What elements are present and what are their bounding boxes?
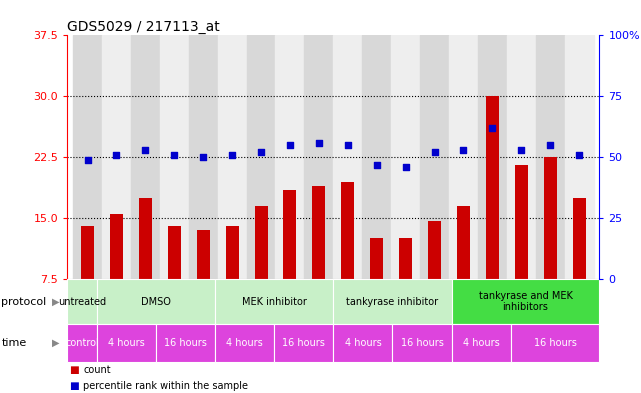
Bar <box>168 226 181 279</box>
Point <box>256 149 266 156</box>
Text: MEK inhibitor: MEK inhibitor <box>242 297 306 307</box>
Point <box>198 154 208 160</box>
Point <box>313 140 324 146</box>
Point <box>429 149 440 156</box>
Bar <box>188 35 218 279</box>
Point <box>112 152 122 158</box>
Text: GDS5029 / 217113_at: GDS5029 / 217113_at <box>67 20 220 34</box>
Text: DMSO: DMSO <box>141 297 171 307</box>
Text: ▶: ▶ <box>52 338 60 348</box>
Bar <box>507 35 536 279</box>
Bar <box>341 182 354 279</box>
Bar <box>399 239 412 279</box>
Point <box>516 147 526 153</box>
Text: count: count <box>83 365 111 375</box>
Bar <box>218 35 247 279</box>
Bar <box>478 35 507 279</box>
Bar <box>97 324 156 362</box>
Text: 4 hours: 4 hours <box>108 338 145 348</box>
Bar <box>215 279 333 324</box>
Text: 4 hours: 4 hours <box>463 338 499 348</box>
Bar <box>156 324 215 362</box>
Bar <box>420 35 449 279</box>
Point <box>545 142 555 148</box>
Bar <box>197 230 210 279</box>
Bar <box>333 35 362 279</box>
Bar <box>391 35 420 279</box>
Point <box>458 147 469 153</box>
Bar <box>215 324 274 362</box>
Bar <box>274 324 333 362</box>
Point <box>574 152 584 158</box>
Point <box>372 162 382 168</box>
Text: 4 hours: 4 hours <box>226 338 263 348</box>
Point <box>401 164 411 170</box>
Bar <box>254 206 267 279</box>
Bar <box>226 226 238 279</box>
Text: untreated: untreated <box>58 297 106 307</box>
Bar <box>131 35 160 279</box>
Point <box>169 152 179 158</box>
Text: 16 hours: 16 hours <box>282 338 325 348</box>
Bar <box>160 35 188 279</box>
Bar <box>457 206 470 279</box>
Text: protocol: protocol <box>1 297 47 307</box>
Bar <box>67 324 97 362</box>
Bar <box>312 185 326 279</box>
Text: ■: ■ <box>69 365 79 375</box>
Text: tankyrase and MEK
inhibitors: tankyrase and MEK inhibitors <box>478 291 572 312</box>
Text: 16 hours: 16 hours <box>533 338 576 348</box>
Text: percentile rank within the sample: percentile rank within the sample <box>83 381 248 391</box>
Bar <box>572 198 586 279</box>
Bar <box>73 35 102 279</box>
Bar <box>392 324 451 362</box>
Bar <box>486 96 499 279</box>
Bar <box>370 239 383 279</box>
Point <box>285 142 295 148</box>
Text: 4 hours: 4 hours <box>344 338 381 348</box>
Bar <box>428 220 441 279</box>
Point <box>343 142 353 148</box>
Bar <box>333 279 451 324</box>
Text: ■: ■ <box>69 381 79 391</box>
Bar <box>362 35 391 279</box>
Bar <box>139 198 152 279</box>
Bar <box>449 35 478 279</box>
Text: ▶: ▶ <box>52 297 60 307</box>
Bar <box>304 35 333 279</box>
Bar <box>515 165 528 279</box>
Bar <box>67 279 97 324</box>
Text: control: control <box>65 338 99 348</box>
Bar <box>565 35 594 279</box>
Bar <box>97 279 215 324</box>
Text: tankyrase inhibitor: tankyrase inhibitor <box>346 297 438 307</box>
Point <box>487 125 497 131</box>
Point <box>227 152 237 158</box>
Text: 16 hours: 16 hours <box>164 338 207 348</box>
Bar <box>81 226 94 279</box>
Bar <box>536 35 565 279</box>
Bar <box>333 324 392 362</box>
Point <box>83 156 93 163</box>
Bar <box>544 157 556 279</box>
Bar <box>451 324 511 362</box>
Bar <box>102 35 131 279</box>
Bar <box>276 35 304 279</box>
Text: 16 hours: 16 hours <box>401 338 444 348</box>
Bar <box>511 324 599 362</box>
Bar <box>283 190 296 279</box>
Bar <box>247 35 276 279</box>
Point <box>140 147 151 153</box>
Bar <box>110 214 123 279</box>
Text: time: time <box>1 338 26 348</box>
Bar <box>451 279 599 324</box>
